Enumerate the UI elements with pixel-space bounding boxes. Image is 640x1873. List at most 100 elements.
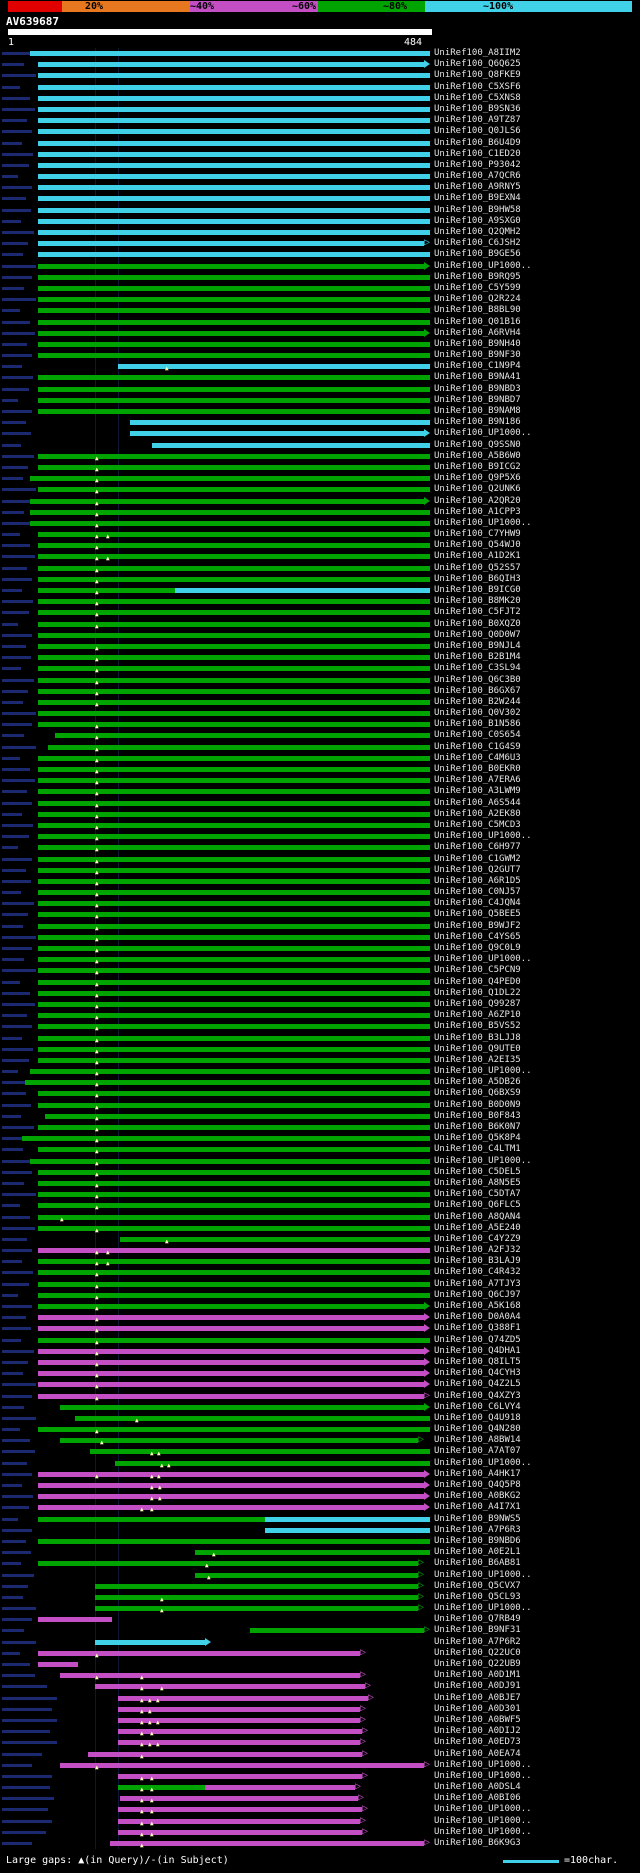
hit-label[interactable]: UniRef100_A7QCR6 [434,171,521,182]
alignment-bar[interactable] [175,588,430,593]
alignment-bar[interactable] [38,699,430,705]
hit-label[interactable]: UniRef100_UP1000.. [434,1457,532,1468]
alignment-bar[interactable] [38,755,430,761]
hit-label[interactable]: UniRef100_Q6BXS9 [434,1088,521,1099]
alignment-bar[interactable] [38,1281,430,1287]
alignment-bar[interactable] [38,1393,424,1399]
alignment-bar[interactable] [265,1516,430,1522]
alignment-bar[interactable] [38,946,430,951]
hit-label[interactable]: UniRef100_A8QAN4 [434,1211,521,1222]
alignment-bar[interactable] [38,778,430,784]
alignment-bar[interactable] [38,1494,424,1500]
alignment-bar[interactable] [38,319,430,325]
alignment-bar[interactable] [38,140,430,146]
hit-label[interactable]: UniRef100_UP1000.. [434,428,532,439]
hit-label[interactable]: UniRef100_B9NWS5 [434,1513,521,1524]
alignment-bar[interactable] [38,1561,418,1567]
hit-label[interactable]: UniRef100_Q9P5X6 [434,473,521,484]
hit-label[interactable]: UniRef100_A9RNY5 [434,182,521,193]
hit-label[interactable]: UniRef100_B9NA41 [434,372,521,383]
hit-label[interactable]: UniRef100_B9EXN4 [434,193,521,204]
hit-label[interactable]: UniRef100_C0S654 [434,730,521,741]
hit-label[interactable]: UniRef100_Q0JLS6 [434,126,521,137]
hit-label[interactable]: UniRef100_C4JQN4 [434,898,521,909]
alignment-bar[interactable] [152,442,430,448]
alignment-bar[interactable] [38,655,430,661]
hit-label[interactable]: UniRef100_UP1000.. [434,1603,532,1614]
alignment-bar[interactable] [38,856,430,862]
alignment-bar[interactable] [38,285,430,291]
alignment-bar[interactable] [38,397,430,403]
hit-label[interactable]: UniRef100_Q52S57 [434,562,521,573]
hit-label[interactable]: UniRef100_C5XNS8 [434,92,521,103]
hit-label[interactable]: UniRef100_C5FJT2 [434,607,521,618]
hit-label[interactable]: UniRef100_B9NBD7 [434,394,521,405]
alignment-bar[interactable] [48,744,430,750]
alignment-bar[interactable] [38,218,430,224]
hit-label[interactable]: UniRef100_Q54WJ0 [434,540,521,551]
hit-label[interactable]: UniRef100_Q5CVX7 [434,1580,521,1591]
hit-label[interactable]: UniRef100_B0D0N9 [434,1099,521,1110]
alignment-bar[interactable] [38,464,430,470]
hit-label[interactable]: UniRef100_C1N9P4 [434,361,521,372]
alignment-bar[interactable] [38,1248,430,1254]
alignment-bar[interactable] [38,453,430,459]
hit-label[interactable]: UniRef100_Q8FKE9 [434,70,521,81]
hit-label[interactable]: UniRef100_A8BW14 [434,1435,521,1446]
hit-label[interactable]: UniRef100_A6S544 [434,797,521,808]
hit-label[interactable]: UniRef100_B9RQ95 [434,271,521,282]
alignment-bar[interactable] [38,241,424,247]
alignment-bar[interactable] [38,1057,430,1063]
hit-label[interactable]: UniRef100_B9NAM8 [434,406,521,416]
hit-label[interactable]: UniRef100_A0D301 [434,1703,521,1714]
hit-label[interactable]: UniRef100_A1CPP3 [434,506,521,517]
hit-label[interactable]: UniRef100_A6ZP10 [434,1010,521,1021]
hit-label[interactable]: UniRef100_C4R432 [434,1267,521,1278]
alignment-bar[interactable] [38,599,430,605]
alignment-bar[interactable] [38,118,430,124]
hit-label[interactable]: UniRef100_Q6C3B0 [434,674,521,685]
alignment-bar[interactable] [38,1650,360,1656]
alignment-bar[interactable] [38,878,430,884]
hit-label[interactable]: UniRef100_Q7RB49 [434,1614,521,1625]
alignment-bar[interactable] [38,912,430,918]
alignment-bar[interactable] [25,1080,430,1086]
hit-label[interactable]: UniRef100_B9NBD6 [434,1535,521,1546]
alignment-bar[interactable] [38,845,430,851]
hit-label[interactable]: UniRef100_Q5BEE5 [434,909,521,920]
hit-label[interactable]: UniRef100_Q5K8P4 [434,1133,521,1144]
hit-label[interactable]: UniRef100_B8BL90 [434,305,521,316]
alignment-bar[interactable] [38,1147,430,1153]
alignment-bar[interactable] [118,1773,362,1779]
hit-label[interactable]: UniRef100_Q9C0L9 [434,943,521,953]
hit-label[interactable]: UniRef100_Q4XZY3 [434,1390,521,1401]
alignment-bar[interactable] [38,207,430,213]
alignment-bar[interactable] [38,1035,430,1041]
alignment-bar[interactable] [38,588,175,593]
hit-label[interactable]: UniRef100_UP1000.. [434,260,532,271]
alignment-bar[interactable] [38,1225,430,1231]
alignment-bar[interactable] [38,1102,430,1108]
alignment-bar[interactable] [38,711,430,717]
alignment-bar[interactable] [38,1315,424,1321]
hit-label[interactable]: UniRef100_C5Y599 [434,282,521,293]
alignment-bar[interactable] [38,1471,424,1477]
alignment-bar[interactable] [38,1203,430,1209]
hit-label[interactable]: UniRef100_B3LAJ9 [434,1256,521,1267]
hit-label[interactable]: UniRef100_Q8ILT5 [434,1356,521,1367]
alignment-bar[interactable] [38,1169,430,1175]
alignment-bar[interactable] [38,610,430,616]
hit-label[interactable]: UniRef100_A7TJY3 [434,1278,521,1289]
alignment-bar[interactable] [60,1762,424,1768]
hit-label[interactable]: UniRef100_Q22UC0 [434,1647,521,1658]
alignment-bar[interactable] [38,73,430,79]
alignment-bar[interactable] [38,1024,430,1030]
alignment-bar[interactable] [30,1069,430,1075]
hit-label[interactable]: UniRef100_A0EA74 [434,1748,521,1759]
hit-label[interactable]: UniRef100_Q99287 [434,998,521,1009]
hit-label[interactable]: UniRef100_A8IIM2 [434,48,521,58]
hit-label[interactable]: UniRef100_A5K168 [434,1301,521,1311]
alignment-bar[interactable] [38,834,430,840]
hit-label[interactable]: UniRef100_Q0D0W7 [434,629,521,640]
hit-label[interactable]: UniRef100_C0NJ57 [434,887,521,898]
